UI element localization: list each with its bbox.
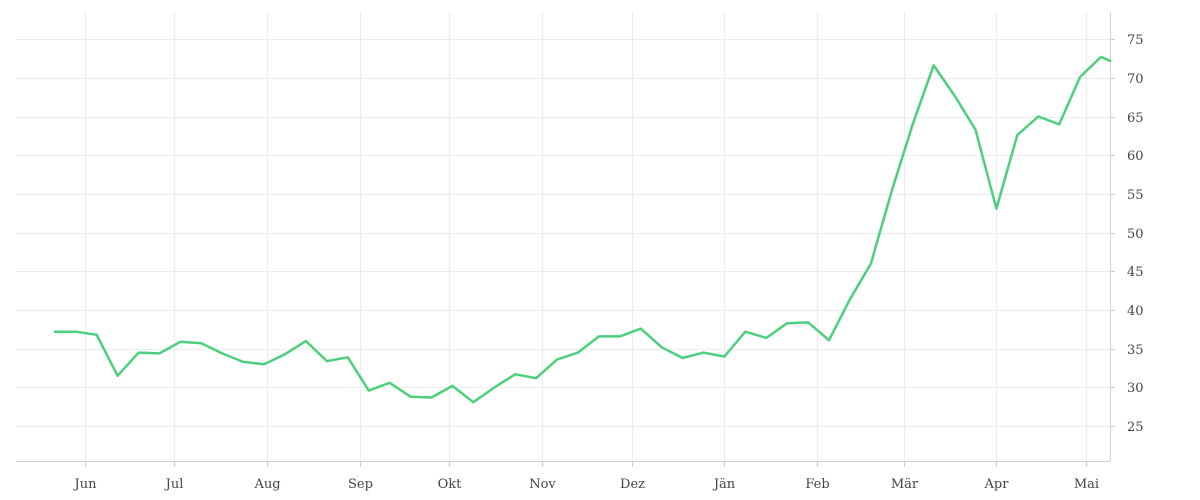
x-tick-label: Okt [438,477,463,492]
y-tick-label: 70 [1127,72,1144,87]
y-axis-labels: 25 30 35 40 45 50 55 60 65 70 75 [1127,33,1144,435]
axes [16,12,1115,467]
x-tick-label: Jul [164,477,184,492]
x-axis-labels: Jun Jul Aug Sep Okt Nov Dez Jän Feb Mär Apr Mai [73,477,1100,492]
series-line [53,55,1112,404]
x-tick-label: Aug [253,477,280,492]
x-tick-label: Feb [805,477,829,492]
x-tick-label: Sep [348,477,373,492]
x-tick-label: Jän [712,477,736,492]
y-tick-label: 55 [1127,188,1144,203]
x-tick-label: Mai [1074,477,1099,492]
y-tick-label: 45 [1127,265,1144,280]
y-tick-label: 60 [1127,149,1144,164]
y-tick-label: 40 [1127,304,1144,319]
x-tick-label: Jun [73,477,98,492]
grid [16,12,1110,461]
series-layer [53,55,1112,404]
y-tick-label: 30 [1127,381,1144,396]
y-tick-label: 25 [1127,420,1144,435]
y-tick-label: 65 [1127,111,1144,126]
x-tick-label: Dez [620,477,645,492]
y-tick-label: 50 [1127,227,1144,242]
x-tick-label: Mär [891,477,919,492]
x-tick-label: Nov [529,477,556,492]
y-tick-label: 35 [1127,343,1144,358]
y-tick-label: 75 [1127,33,1144,48]
x-tick-label: Apr [984,477,1010,492]
